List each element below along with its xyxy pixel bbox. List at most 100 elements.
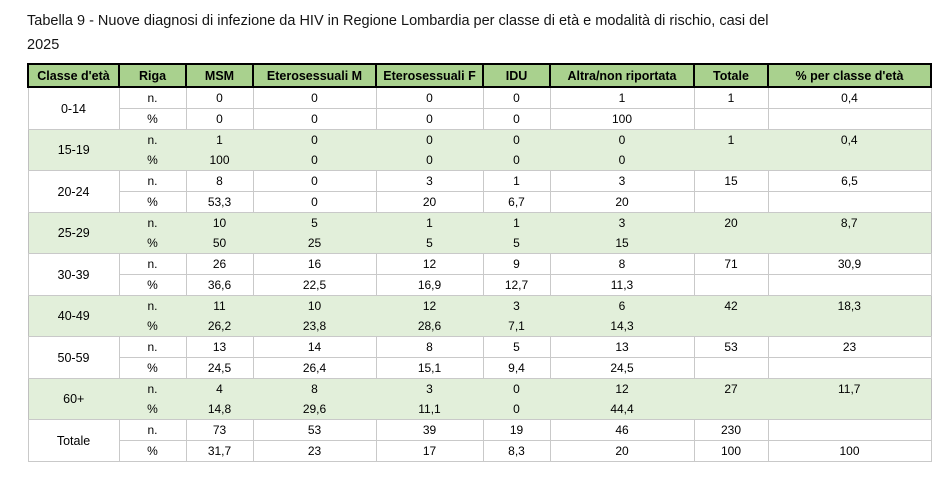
value-cell: 8	[185, 170, 254, 192]
value-cell: 1	[483, 212, 550, 233]
pct-class-cell: 23	[767, 336, 932, 358]
total-cell	[694, 316, 768, 337]
pct-class-cell	[767, 191, 932, 213]
value-cell: 0	[483, 150, 550, 171]
value-cell: 0	[253, 129, 376, 150]
value-cell: 8	[375, 336, 484, 358]
value-cell: 24,5	[549, 357, 695, 379]
value-cell: 8,3	[482, 440, 551, 462]
value-cell: 5	[376, 233, 483, 254]
table-row: Totale n. 73 53 39 19 46 230	[27, 419, 932, 462]
value-cell: 26	[185, 253, 254, 275]
value-cell: 39	[375, 419, 484, 441]
age-class-cell: 0-14	[27, 86, 120, 130]
row-type-cell: %	[119, 233, 186, 254]
column-header-6: Altra/non riportata	[549, 63, 695, 88]
value-cell: 20	[375, 191, 484, 213]
value-cell: 100	[549, 108, 695, 130]
value-cell: 22,5	[252, 274, 377, 296]
pct-class-cell: 0,4	[768, 129, 931, 150]
row-type-cell: %	[118, 357, 187, 379]
row-type-cell: n.	[119, 212, 186, 233]
value-cell: 3	[550, 212, 694, 233]
total-cell	[694, 399, 768, 420]
table-row: % 0 0 0 0 100	[28, 108, 932, 130]
table-header-row: Classe d'età Riga MSM Eterosessuali M Eteros…	[27, 63, 932, 88]
row-type-cell: n.	[118, 336, 187, 358]
total-cell	[694, 150, 768, 171]
value-cell: 23,8	[253, 316, 376, 337]
value-cell: 53,3	[185, 191, 254, 213]
report-page: Tabella 9 - Nuove diagnosi di infezione …	[27, 13, 932, 462]
table-row: % 24,5 26,4 15,1 9,4 24,5	[28, 357, 932, 379]
pct-class-cell: 30,9	[767, 253, 932, 275]
value-cell: 0	[252, 86, 377, 109]
age-class-cell: 15-19	[28, 129, 119, 171]
total-cell: 42	[694, 295, 768, 316]
column-header-3: Eterosessuali M	[252, 63, 377, 88]
value-cell: 4	[186, 378, 253, 399]
value-cell: 20	[549, 191, 695, 213]
row-type-cell: %	[119, 316, 186, 337]
value-cell: 16,9	[375, 274, 484, 296]
pct-class-cell: 0,4	[767, 86, 932, 109]
row-type-cell: n.	[118, 419, 187, 441]
value-cell: 24,5	[185, 357, 254, 379]
value-cell: 17	[375, 440, 484, 462]
value-cell: 0	[483, 399, 550, 420]
pct-class-cell: 8,7	[768, 212, 931, 233]
table-body: 0-14 n. 0 0 0 0 1 1 0,4% 0 0 0 0 100 15-19 n. 1 0 0 0 0 1 0,4%…	[27, 86, 932, 462]
value-cell: 46	[549, 419, 695, 441]
column-header-2: MSM	[185, 63, 254, 88]
column-header-5: IDU	[482, 63, 551, 88]
pct-class-cell: 6,5	[767, 170, 932, 192]
table-row: 30-39 n. 26 16 12 9 8 71 30,9	[27, 253, 932, 296]
pct-class-cell: 18,3	[768, 295, 931, 316]
row-type-cell: n.	[119, 378, 186, 399]
total-cell	[693, 191, 769, 213]
table-caption-line1: Tabella 9 - Nuove diagnosi di infezione …	[27, 13, 769, 29]
value-cell: 3	[375, 170, 484, 192]
total-cell: 53	[693, 336, 769, 358]
value-cell: 12,7	[482, 274, 551, 296]
pct-class-cell: 100	[767, 440, 932, 462]
total-cell: 1	[694, 129, 768, 150]
table-row: 25-29 n. 10 5 1 1 3 20 8,7	[28, 212, 931, 254]
total-cell	[693, 274, 769, 296]
value-cell: 0	[252, 108, 377, 130]
pct-class-cell	[768, 316, 931, 337]
row-type-cell: %	[119, 399, 186, 420]
value-cell: 0	[252, 191, 377, 213]
row-type-cell: n.	[119, 129, 186, 150]
value-cell: 7,1	[483, 316, 550, 337]
value-cell: 28,6	[376, 316, 483, 337]
pct-class-cell	[767, 108, 932, 130]
total-cell: 71	[693, 253, 769, 275]
value-cell: 53	[252, 419, 377, 441]
pct-class-cell	[768, 399, 931, 420]
value-cell: 0	[252, 170, 377, 192]
value-cell: 15	[550, 233, 694, 254]
total-cell: 20	[694, 212, 768, 233]
value-cell: 73	[185, 419, 254, 441]
value-cell: 15,1	[375, 357, 484, 379]
value-cell: 29,6	[253, 399, 376, 420]
value-cell: 6,7	[482, 191, 551, 213]
value-cell: 44,4	[550, 399, 694, 420]
table-row: % 36,6 22,5 16,9 12,7 11,3	[28, 274, 932, 296]
value-cell: 10	[253, 295, 376, 316]
value-cell: 31,7	[185, 440, 254, 462]
value-cell: 0	[375, 108, 484, 130]
row-type-cell: %	[118, 440, 187, 462]
value-cell: 6	[550, 295, 694, 316]
row-type-cell: %	[118, 274, 187, 296]
value-cell: 1	[376, 212, 483, 233]
value-cell: 25	[253, 233, 376, 254]
value-cell: 0	[376, 150, 483, 171]
value-cell: 9	[482, 253, 551, 275]
column-header-4: Eterosessuali F	[375, 63, 484, 88]
column-header-1: Riga	[118, 63, 187, 88]
table-row: 50-59 n. 13 14 8 5 13 53 23	[27, 336, 932, 379]
value-cell: 23	[252, 440, 377, 462]
pct-class-cell	[767, 357, 932, 379]
